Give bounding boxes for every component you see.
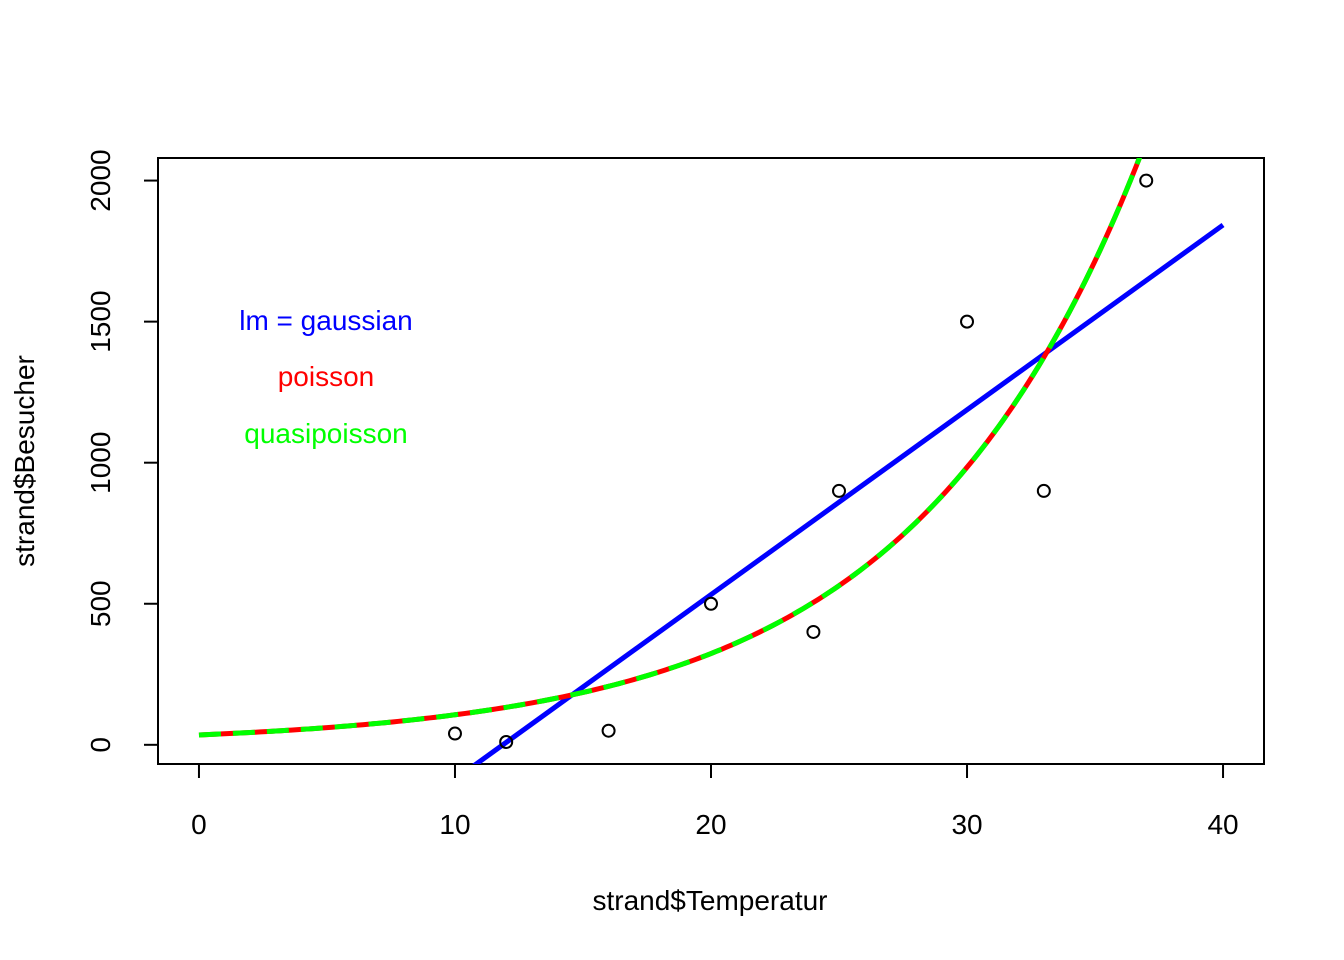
y-tick-label: 500 xyxy=(85,580,116,627)
data-point xyxy=(601,723,616,738)
data-point xyxy=(499,734,514,749)
data-point xyxy=(832,483,847,498)
y-tick-label: 1500 xyxy=(85,290,116,352)
legend-entry-quasipoisson: quasipoisson xyxy=(244,418,407,449)
fit-lines xyxy=(198,158,1225,764)
y-axis-label: strand$Besucher xyxy=(9,355,40,567)
y-tick-label: 2000 xyxy=(85,149,116,211)
x-tick-label: 10 xyxy=(439,809,470,840)
x-tick-label: 0 xyxy=(191,809,207,840)
y-tick-label: 0 xyxy=(85,737,116,753)
y-axis: 0 500 1000 1500 2000 xyxy=(85,149,159,753)
x-tick-label: 20 xyxy=(695,809,726,840)
legend-entry-poisson: poisson xyxy=(278,361,375,392)
fit-line-quasipoisson xyxy=(198,158,1143,738)
y-tick-label: 1000 xyxy=(85,432,116,494)
x-tick-label: 40 xyxy=(1207,809,1238,840)
legend: lm = gaussian poisson quasipoisson xyxy=(239,305,413,449)
legend-entry-lm: lm = gaussian xyxy=(239,305,413,336)
x-axis: 0 10 20 30 40 xyxy=(191,763,1239,840)
data-point xyxy=(806,624,821,639)
data-point xyxy=(447,726,462,741)
x-tick-label: 30 xyxy=(951,809,982,840)
data-point xyxy=(1139,173,1154,188)
data-point xyxy=(704,596,718,611)
data-points xyxy=(447,173,1154,749)
x-axis-label: strand$Temperatur xyxy=(592,885,827,916)
fit-line-lm xyxy=(472,222,1225,764)
data-point xyxy=(960,314,975,329)
data-point xyxy=(1036,483,1051,498)
